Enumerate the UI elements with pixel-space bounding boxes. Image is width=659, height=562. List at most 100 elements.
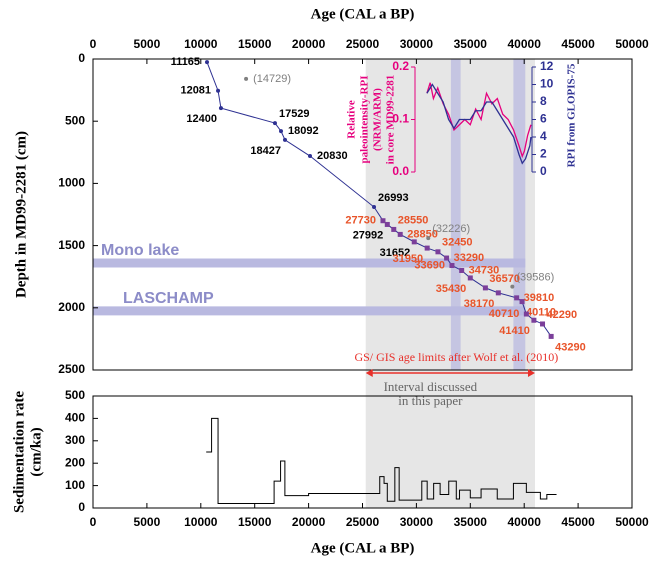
date-label: 38170 bbox=[464, 298, 495, 310]
date-marker bbox=[372, 205, 377, 210]
y-tick-label: 1000 bbox=[58, 176, 85, 190]
x-tick-label: 25000 bbox=[346, 515, 380, 529]
sedimentation-rate-line bbox=[206, 417, 557, 505]
date-label: 11165 bbox=[171, 56, 200, 68]
date-label: 39810 bbox=[524, 292, 555, 304]
x-tick-label: 20000 bbox=[292, 515, 326, 529]
date-label: 34730 bbox=[469, 264, 500, 276]
y-tick-label: 500 bbox=[65, 113, 85, 127]
date-marker bbox=[218, 106, 223, 111]
vertical-band bbox=[450, 59, 461, 370]
date-marker bbox=[411, 239, 417, 245]
y-tick-label: 2000 bbox=[58, 300, 85, 314]
y-axis-title: Depth in MD99-2281 (cm) bbox=[13, 131, 29, 298]
band-label: Mono lake bbox=[101, 242, 179, 259]
x-tick-label: 5000 bbox=[134, 37, 161, 51]
x-tick-label: 40000 bbox=[508, 515, 542, 529]
date-label: 20830 bbox=[317, 150, 348, 162]
inset-y2-tick-label: 10 bbox=[540, 77, 554, 91]
inset-y-tick-label: 0.1 bbox=[392, 112, 409, 126]
date-label: 31652 bbox=[380, 247, 411, 259]
date-marker bbox=[391, 226, 397, 232]
inset-y-tick-label: 0.0 bbox=[392, 164, 409, 178]
date-marker bbox=[279, 129, 284, 134]
date-label: 12400 bbox=[186, 113, 217, 125]
y-tick-label: 2500 bbox=[58, 362, 85, 376]
date-label: 36570 bbox=[489, 273, 520, 285]
date-label: 26993 bbox=[378, 192, 409, 204]
plot-frame bbox=[92, 395, 633, 509]
date-marker bbox=[519, 299, 525, 305]
x-tick-label: 0 bbox=[90, 37, 97, 51]
date-label: 18092 bbox=[288, 125, 319, 137]
x-tick-label: 25000 bbox=[346, 37, 380, 51]
date-label: 33690 bbox=[414, 259, 445, 271]
inset-y2-tick-label: 4 bbox=[540, 129, 547, 143]
inset-y2-tick-label: 12 bbox=[540, 59, 554, 73]
date-marker bbox=[540, 321, 546, 327]
date-label: (39586) bbox=[516, 272, 554, 284]
interval-note: in this paper bbox=[398, 393, 463, 408]
x-tick-label: 5000 bbox=[134, 515, 161, 529]
date-marker bbox=[523, 311, 529, 317]
date-label: 33290 bbox=[454, 252, 485, 264]
inset-y-title: Relative bbox=[346, 100, 358, 139]
date-label: 18427 bbox=[250, 145, 281, 157]
date-marker bbox=[482, 285, 488, 291]
x-tick-label: 45000 bbox=[561, 515, 595, 529]
date-marker bbox=[308, 154, 313, 159]
y-axis-title: Sedimentation rate bbox=[11, 391, 27, 513]
band-label: LASCHAMP bbox=[123, 290, 214, 307]
date-label: 32450 bbox=[442, 237, 473, 249]
date-marker bbox=[514, 295, 520, 301]
date-label: 42290 bbox=[547, 309, 578, 321]
date-marker bbox=[467, 275, 473, 281]
date-label: 27730 bbox=[345, 215, 376, 227]
date-label: 41410 bbox=[499, 325, 530, 337]
inset-y-title: (NRM/ARM) bbox=[372, 88, 384, 151]
date-marker bbox=[282, 137, 287, 142]
vertical-band bbox=[513, 59, 526, 370]
date-marker bbox=[548, 333, 554, 339]
date-label: (14729) bbox=[253, 73, 291, 85]
date-label: 40110 bbox=[526, 306, 556, 318]
date-label: 17529 bbox=[279, 108, 310, 120]
y-tick-label: 1500 bbox=[58, 238, 85, 252]
date-label: 28550 bbox=[398, 214, 429, 226]
date-marker bbox=[435, 249, 441, 255]
x-tick-label: 30000 bbox=[400, 515, 434, 529]
x-tick-label: 50000 bbox=[615, 37, 649, 51]
date-label: (32226) bbox=[432, 223, 470, 235]
y-tick-label: 300 bbox=[65, 433, 85, 447]
date-marker bbox=[204, 60, 209, 65]
date-marker bbox=[510, 284, 515, 289]
date-label: 12081 bbox=[180, 85, 211, 97]
interval-note: Interval discussed bbox=[384, 379, 478, 394]
x-tick-label: 10000 bbox=[184, 515, 218, 529]
rpi-line bbox=[426, 83, 532, 165]
date-marker bbox=[444, 255, 450, 261]
inset-y-title: paleointensity-RPI bbox=[359, 76, 371, 164]
date-marker bbox=[459, 267, 465, 273]
x-tick-label: 15000 bbox=[238, 37, 272, 51]
y-tick-label: 200 bbox=[65, 455, 85, 469]
date-label: 43290 bbox=[555, 341, 586, 353]
date-label: 31950 bbox=[393, 253, 424, 265]
date-label: 35430 bbox=[436, 283, 467, 295]
date-marker bbox=[449, 263, 455, 269]
x-tick-label: 15000 bbox=[238, 515, 272, 529]
date-marker bbox=[397, 231, 403, 237]
x-tick-label: 0 bbox=[90, 515, 97, 529]
x-tick-label: 10000 bbox=[184, 37, 218, 51]
date-marker bbox=[244, 76, 249, 81]
y-axis-title: (cm/ka) bbox=[28, 427, 44, 476]
date-marker bbox=[426, 236, 431, 241]
date-marker bbox=[424, 245, 430, 251]
inset-y-tick-label: 0.2 bbox=[392, 59, 409, 73]
y-tick-label: 0 bbox=[78, 51, 85, 65]
x-tick-label: 30000 bbox=[400, 37, 434, 51]
date-marker bbox=[531, 317, 537, 323]
limits-note: GS/ GIS age limits after Wolf et al. (20… bbox=[354, 350, 558, 364]
y-tick-label: 400 bbox=[65, 411, 85, 425]
